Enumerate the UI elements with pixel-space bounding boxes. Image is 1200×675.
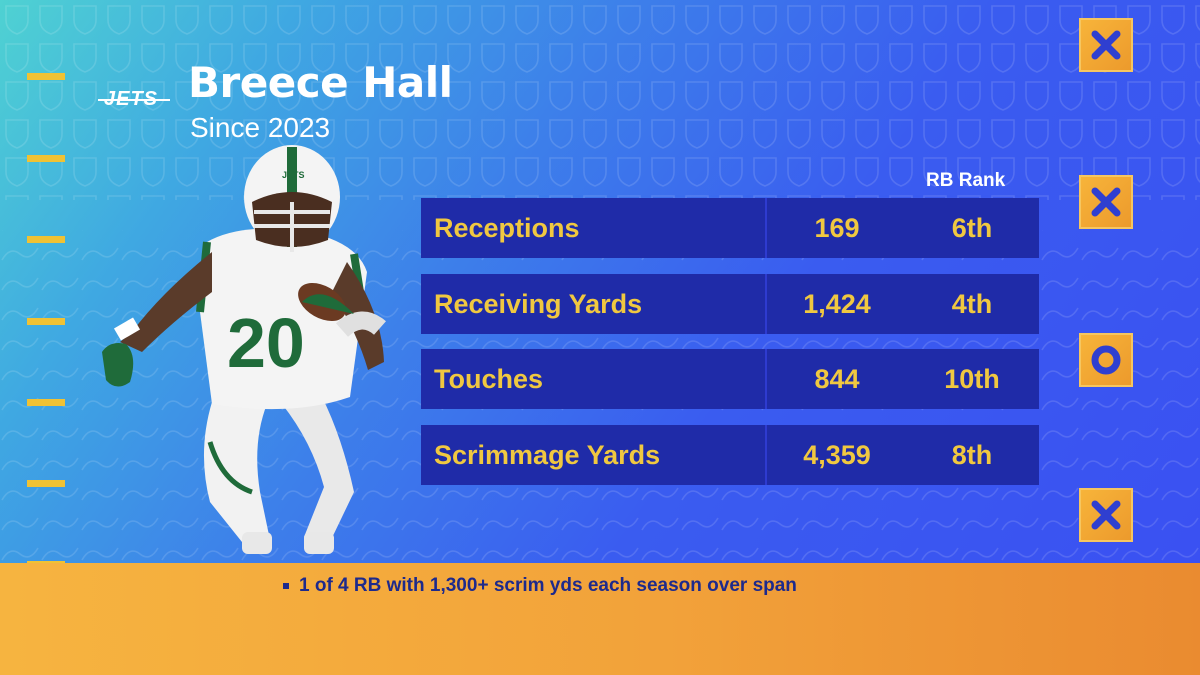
player-photo: 20 JETS bbox=[102, 145, 386, 554]
stat-label: Touches bbox=[421, 349, 767, 409]
stat-label: Receptions bbox=[421, 198, 767, 258]
yard-marker bbox=[27, 480, 65, 487]
since-label: Since 2023 bbox=[190, 112, 331, 143]
stat-row: Scrimmage Yards 4,359 8th bbox=[421, 425, 1039, 485]
stat-label: Receiving Yards bbox=[421, 274, 767, 334]
stat-value: 169 bbox=[814, 212, 860, 243]
yard-marker bbox=[27, 399, 65, 406]
svg-text:20: 20 bbox=[227, 304, 305, 382]
footer-bar bbox=[0, 563, 1200, 675]
stat-value: 844 bbox=[814, 363, 860, 394]
yard-marker bbox=[27, 155, 65, 162]
svg-text:JETS: JETS bbox=[282, 170, 305, 180]
stat-value: 4,359 bbox=[803, 439, 871, 470]
stat-rank: 10th bbox=[944, 363, 1000, 394]
player-name: Breece Hall bbox=[188, 58, 453, 107]
stat-rank: 8th bbox=[951, 439, 993, 470]
stat-row: Receptions 169 6th bbox=[421, 198, 1039, 258]
footnote-text: 1 of 4 RB with 1,300+ scrim yds each sea… bbox=[299, 575, 797, 596]
jets-logo: JETS bbox=[96, 86, 174, 108]
x-icon bbox=[1079, 488, 1133, 542]
stat-row: Touches 844 10th bbox=[421, 349, 1039, 409]
svg-text:JETS: JETS bbox=[104, 88, 158, 108]
bullet-icon bbox=[283, 583, 289, 589]
o-icon bbox=[1079, 333, 1133, 387]
stat-row: Receiving Yards 1,424 4th bbox=[421, 274, 1039, 334]
x-icon bbox=[1079, 18, 1133, 72]
yard-marker bbox=[27, 73, 65, 80]
stat-value: 1,424 bbox=[803, 288, 871, 319]
stat-label: Scrimmage Yards bbox=[421, 425, 767, 485]
yard-marker bbox=[27, 318, 65, 325]
stat-rank: 4th bbox=[951, 288, 993, 319]
footnote: 1 of 4 RB with 1,300+ scrim yds each sea… bbox=[283, 575, 797, 597]
rank-column-header: RB Rank bbox=[926, 170, 1006, 191]
x-icon bbox=[1079, 175, 1133, 229]
yard-marker bbox=[27, 236, 65, 243]
stat-rank: 6th bbox=[951, 212, 993, 243]
